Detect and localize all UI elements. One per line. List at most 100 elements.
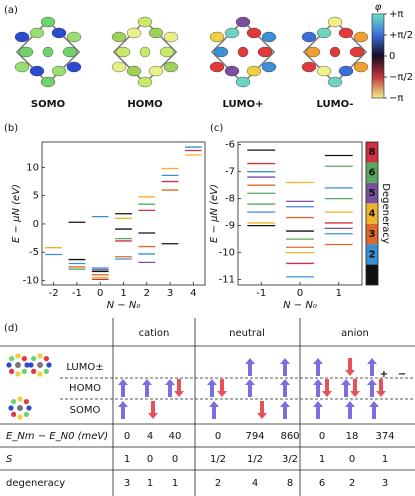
orbital-lobe — [62, 46, 78, 58]
row-label: S — [6, 454, 13, 465]
x-tick-label: -2 — [49, 288, 59, 299]
mini-orbital — [37, 353, 43, 359]
phase-colorbar — [371, 13, 385, 99]
spin-up-arrow — [369, 401, 379, 419]
orbital-row-label: LUMO± — [66, 362, 103, 373]
anion-sign: + — [380, 369, 388, 380]
table-cell: 4 — [147, 431, 153, 442]
table-cell: 6 — [319, 478, 325, 489]
orbital-lobe — [301, 61, 317, 73]
table-cell: 8 — [287, 478, 293, 489]
mini-orbital — [24, 362, 30, 368]
x-tick-label: 4 — [190, 288, 196, 299]
spin-up-arrow — [209, 401, 219, 419]
legend-swatch — [366, 264, 378, 285]
table-cell: 0 — [319, 431, 325, 442]
orbital-lobe — [148, 65, 164, 77]
spin-up-arrow — [367, 379, 377, 397]
spin-up-arrow — [345, 401, 355, 419]
orbital-lobe — [246, 27, 262, 39]
spin-up-arrow — [341, 379, 351, 397]
spin-up-arrow — [280, 358, 290, 376]
orbital-label: LUMO+ — [223, 99, 264, 110]
orbital-label: LUMO- — [317, 99, 354, 110]
orbital-center — [42, 46, 54, 58]
colorbar-tick-label: −π/2 — [389, 72, 413, 83]
orbital-label: HOMO — [127, 99, 162, 110]
mini-orbital — [28, 362, 34, 368]
mini-orbital — [43, 356, 49, 362]
orbital-lobe — [51, 27, 67, 39]
mini-orbital — [9, 356, 15, 362]
colorbar-tick-label: −π — [389, 93, 403, 104]
spin-down-arrow — [148, 401, 158, 419]
panel-label: (c) — [210, 123, 223, 134]
legend-swatch — [366, 162, 378, 183]
spin-down-arrow — [257, 401, 267, 419]
orbital-lobe — [40, 16, 56, 28]
orbital-lobe — [235, 76, 251, 88]
orbital-lobe — [14, 31, 30, 43]
table-cell: 0 — [349, 454, 355, 465]
group-header: cation — [139, 328, 170, 339]
table-cell: 2 — [215, 478, 221, 489]
table-cell: 4 — [252, 478, 258, 489]
orbital-lobe — [213, 46, 229, 58]
orbital-lobe — [18, 46, 34, 58]
y-tick-label: -7 — [225, 167, 235, 178]
y-tick-label: 0 — [33, 219, 39, 230]
spin-down-arrow — [376, 379, 386, 397]
orbital-lobe — [316, 65, 332, 77]
table-cell: 2 — [349, 478, 355, 489]
table-cell: 374 — [375, 431, 394, 442]
table-cell: 860 — [280, 431, 299, 442]
group-header: anion — [341, 328, 369, 339]
spin-up-arrow — [313, 401, 323, 419]
mini-orbital — [23, 411, 29, 417]
legend-label: 8 — [369, 147, 376, 158]
orbital-lobe — [261, 61, 277, 73]
legend-label: 4 — [369, 209, 376, 220]
table-cell: 0 — [215, 431, 221, 442]
mini-orbital — [31, 356, 37, 362]
orbital-lobe — [29, 27, 45, 39]
colorbar-label: φ — [375, 2, 382, 13]
orbital-lobe — [66, 61, 82, 73]
orbital-lobe — [209, 31, 225, 43]
mini-orbital — [15, 353, 21, 359]
legend-label: 3 — [369, 229, 376, 240]
spin-down-arrow — [217, 379, 227, 397]
mini-orbital — [11, 399, 17, 405]
mini-orbital — [17, 405, 23, 411]
orbital-lobe — [29, 65, 45, 77]
orbital-lobe — [257, 46, 273, 58]
orbital-lobe — [224, 65, 240, 77]
orbital-lobe — [115, 46, 131, 58]
spin-up-arrow — [207, 379, 217, 397]
table-cell: 3 — [124, 478, 130, 489]
spin-up-arrow — [313, 379, 323, 397]
spin-up-arrow — [280, 401, 290, 419]
x-tick-label: 0 — [297, 288, 303, 299]
mini-orbital — [15, 362, 21, 368]
orbital-lobe — [235, 16, 251, 28]
spin-up-arrow — [280, 379, 290, 397]
orbital-lobe — [261, 31, 277, 43]
orbital-lobe — [209, 61, 225, 73]
orbital-lobe — [338, 27, 354, 39]
mini-orbital — [6, 362, 12, 368]
mini-orbital — [15, 371, 21, 377]
orbital-label: SOMO — [31, 99, 65, 110]
spin-down-arrow — [345, 358, 355, 376]
table-cell: 1 — [147, 478, 153, 489]
orbital-lobe — [111, 61, 127, 73]
orbital-center — [139, 46, 151, 58]
mini-orbital — [21, 356, 27, 362]
orbital-lobe — [349, 46, 365, 58]
table-cell: 1 — [319, 454, 325, 465]
mini-orbital — [43, 368, 49, 374]
orbital-lobe — [224, 27, 240, 39]
orbital-lobe — [137, 16, 153, 28]
y-tick-label: -10 — [23, 275, 39, 286]
